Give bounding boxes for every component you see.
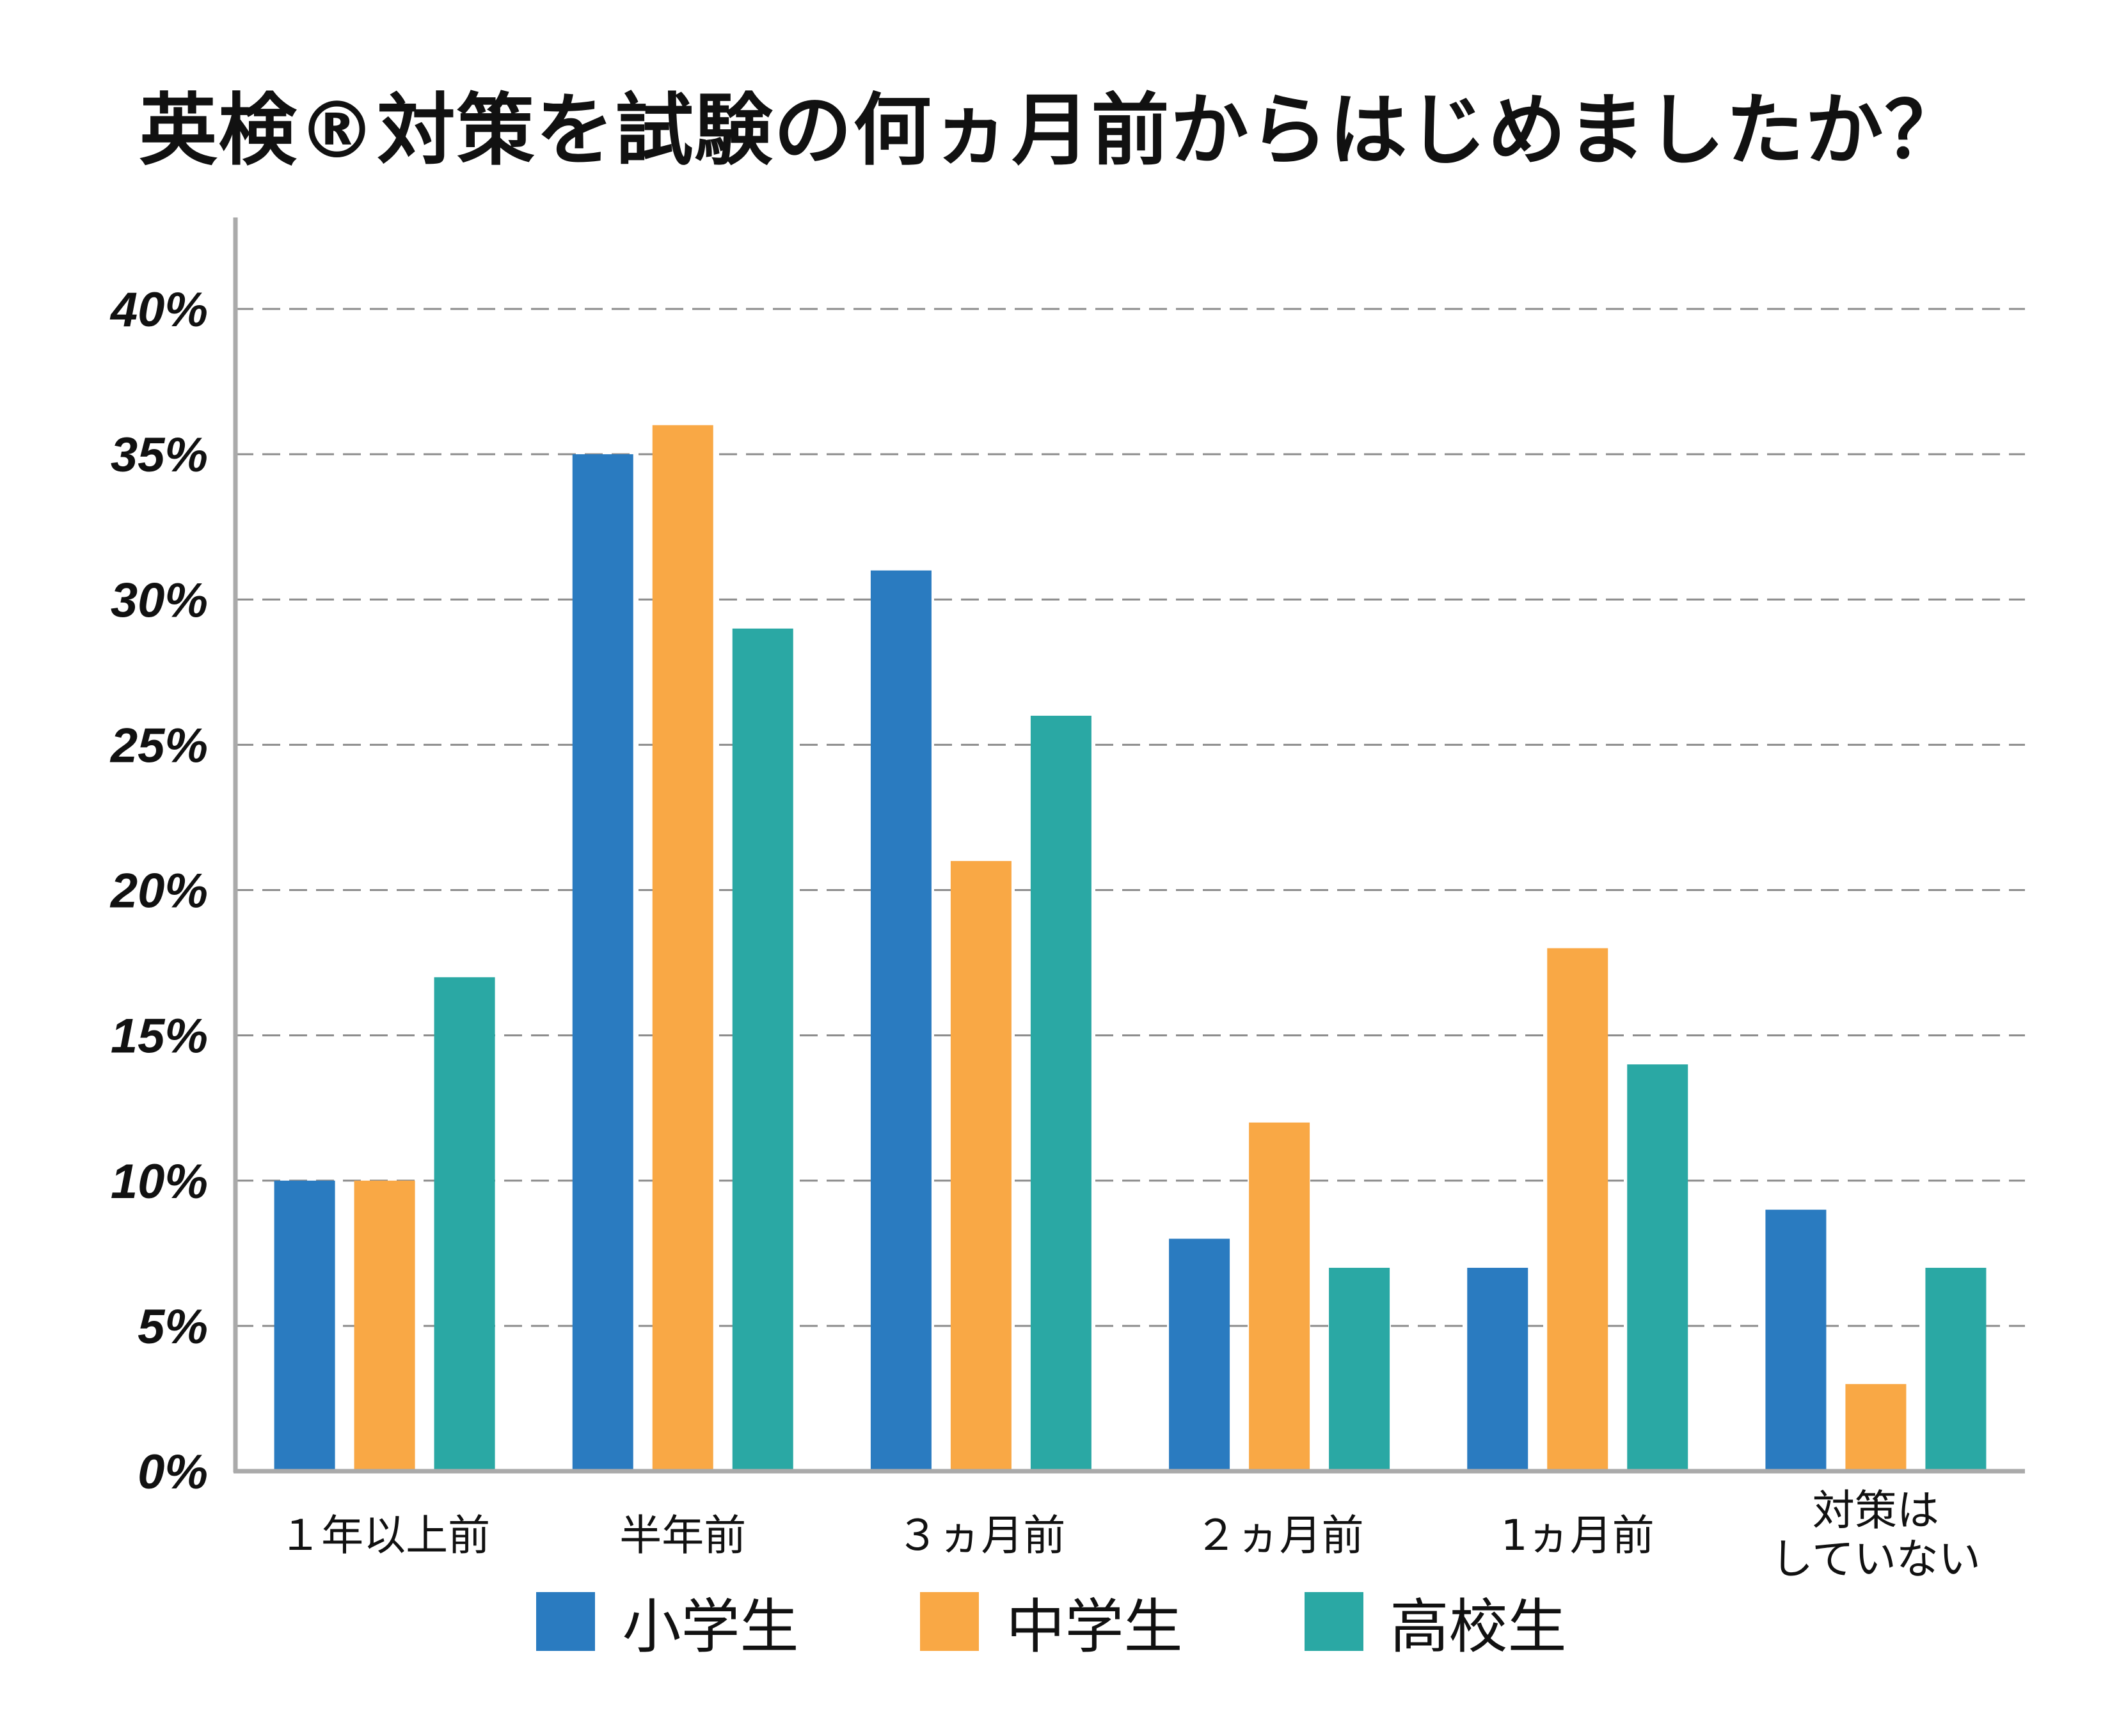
legend-swatch bbox=[1304, 1592, 1363, 1651]
bar bbox=[1925, 1268, 1987, 1471]
chart-title: 英検®対策を試験の何ヵ月前からはじめましたか？ bbox=[139, 85, 1964, 176]
legend-swatch bbox=[920, 1592, 980, 1651]
y-tick-label: 0% bbox=[138, 1445, 208, 1499]
grid-lines bbox=[235, 308, 2025, 1327]
bar bbox=[652, 425, 713, 1472]
y-tick-label: 20% bbox=[109, 864, 208, 919]
x-tick-label: ３ヵ月前 bbox=[896, 1511, 1065, 1560]
y-tick-label: 5% bbox=[138, 1300, 208, 1354]
y-tick-label: 15% bbox=[111, 1009, 208, 1064]
bar bbox=[1845, 1384, 1907, 1471]
axes bbox=[233, 217, 2025, 1474]
y-tick-label: 30% bbox=[111, 573, 208, 627]
bar bbox=[572, 454, 633, 1471]
x-tick-label: ２ヵ月前 bbox=[1195, 1511, 1364, 1560]
bar bbox=[732, 628, 793, 1471]
bar bbox=[1329, 1268, 1390, 1471]
bar bbox=[1467, 1268, 1528, 1471]
y-tick-label: 40% bbox=[109, 283, 208, 337]
x-axis-ticks: １年以上前 半年前 ３ヵ月前 ２ヵ月前 1ヵ月前 対策はしていない bbox=[279, 1486, 1981, 1584]
bar bbox=[1765, 1210, 1827, 1471]
y-tick-label: 10% bbox=[111, 1155, 208, 1209]
legend-label: 中学生 bbox=[1006, 1592, 1183, 1661]
bar bbox=[1627, 1064, 1688, 1471]
legend-label: 小学生 bbox=[622, 1592, 799, 1661]
y-tick-label: 25% bbox=[109, 718, 208, 773]
legend: 小学生 中学生 高校生 bbox=[0, 1580, 2103, 1663]
bar bbox=[1030, 715, 1091, 1471]
legend-item: 中学生 bbox=[920, 1579, 1183, 1664]
bar bbox=[1249, 1122, 1310, 1471]
legend-item: 高校生 bbox=[1304, 1579, 1567, 1664]
y-tick-label: 35% bbox=[111, 428, 208, 482]
bar bbox=[950, 861, 1012, 1471]
x-tick-label: 1ヵ月前 bbox=[1501, 1511, 1655, 1560]
bars bbox=[274, 425, 1987, 1472]
x-tick-label: １年以上前 bbox=[279, 1511, 490, 1560]
legend-label: 高校生 bbox=[1390, 1592, 1567, 1661]
bar bbox=[354, 1180, 415, 1471]
bar bbox=[434, 977, 495, 1471]
legend-item: 小学生 bbox=[536, 1579, 798, 1664]
legend-swatch bbox=[536, 1592, 596, 1651]
bar bbox=[870, 570, 932, 1472]
x-tick-label: 半年前 bbox=[619, 1511, 746, 1560]
bar bbox=[1169, 1238, 1230, 1471]
bar bbox=[1547, 948, 1608, 1471]
y-axis-ticks: 0% 5% 10% 15% 20% 25% 30% 35% 40% bbox=[109, 283, 208, 1499]
x-tick-label: 対策はしていない bbox=[1771, 1486, 1981, 1584]
bar bbox=[274, 1180, 335, 1471]
